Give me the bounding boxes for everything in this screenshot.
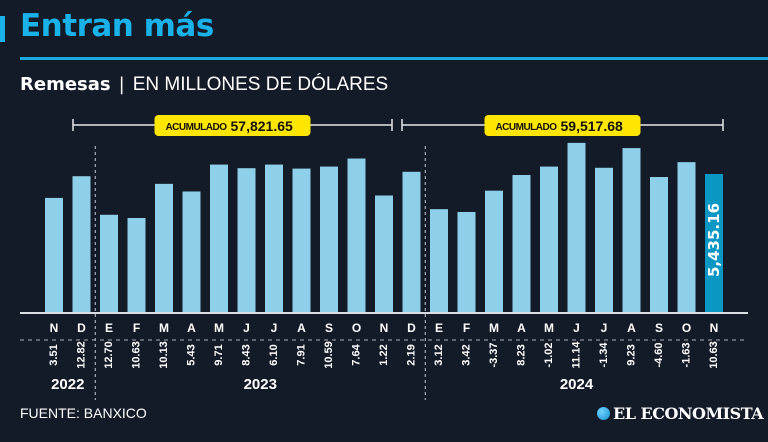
- growth-label: 3.12: [433, 344, 445, 365]
- month-tick-label: S: [655, 321, 663, 335]
- month-tick-label: D: [77, 321, 86, 335]
- month-tick-label: J: [601, 321, 608, 335]
- bar: [677, 162, 696, 312]
- bar: [237, 168, 256, 312]
- month-tick-label: F: [463, 321, 470, 335]
- bar: [100, 214, 118, 312]
- bar: [375, 195, 393, 312]
- growth-label: -3.37: [488, 342, 500, 367]
- month-tick-label: M: [544, 321, 554, 335]
- month-tick-label: M: [489, 321, 499, 335]
- month-tick-label: F: [133, 321, 140, 335]
- growth-label: 10.59: [323, 341, 335, 369]
- growth-label: 8.23: [516, 344, 528, 365]
- growth-label: -1.34: [598, 342, 610, 368]
- bar: [622, 148, 641, 312]
- bar: [127, 217, 146, 312]
- subtitle-bold: Remesas: [20, 74, 111, 95]
- month-tick-label: N: [710, 321, 719, 335]
- growth-label: 9.23: [626, 344, 638, 365]
- subtitle-unit: EN MILLONES DE DÓLARES: [132, 74, 389, 95]
- growth-label: -4.60: [653, 342, 665, 367]
- bar: [512, 175, 531, 312]
- logo-text: EL ECONOMISTA: [613, 404, 764, 423]
- bar: [705, 174, 723, 312]
- bar: [320, 166, 338, 312]
- month-tick-label: O: [682, 321, 691, 335]
- growth-label: 9.71: [213, 344, 225, 365]
- month-tick-label: J: [243, 321, 250, 335]
- month-tick-label: J: [271, 321, 278, 335]
- growth-label: 3.42: [461, 344, 473, 365]
- chart-title: Entran más: [20, 8, 214, 44]
- growth-label: -1.02: [543, 342, 555, 367]
- growth-label: 10.63: [708, 341, 720, 369]
- growth-label: 7.64: [351, 343, 363, 365]
- year-label: 2024: [560, 376, 594, 393]
- month-tick-label: S: [325, 321, 333, 335]
- brand-logo: EL ECONOMISTA: [597, 404, 764, 423]
- month-tick-label: N: [380, 321, 389, 335]
- growth-label: 2.19: [406, 344, 418, 365]
- month-tick-label: E: [435, 321, 443, 335]
- bar: [457, 211, 476, 312]
- subtitle-separator: |: [118, 74, 125, 95]
- year-label: 2022: [51, 376, 84, 393]
- title-accent-bar: [0, 16, 5, 42]
- month-tick-label: J: [573, 321, 580, 335]
- accumulated-label: ACUMULADO: [165, 122, 227, 133]
- source-note: FUENTE: BANXICO: [20, 405, 147, 421]
- accumulated-value: 57,821.65: [231, 118, 293, 134]
- growth-label: 8.43: [241, 344, 253, 365]
- month-tick-label: N: [50, 321, 59, 335]
- growth-label: 12.82: [76, 341, 88, 369]
- growth-label: 12.70: [103, 341, 115, 369]
- growth-label: 6.10: [268, 344, 280, 365]
- bar: [650, 177, 668, 312]
- title-divider: [20, 57, 768, 60]
- month-tick-label: E: [105, 321, 113, 335]
- bar: [265, 164, 283, 312]
- growth-label: 3.51: [48, 344, 60, 365]
- bar: [292, 168, 311, 312]
- bar: [347, 158, 366, 312]
- month-tick-label: A: [187, 321, 196, 335]
- bar: [485, 190, 503, 312]
- month-tick-label: A: [627, 321, 636, 335]
- month-tick-label: A: [297, 321, 306, 335]
- bar: [210, 164, 228, 312]
- chart-subtitle: Remesas | EN MILLONES DE DÓLARES: [20, 74, 388, 96]
- month-tick-label: M: [214, 321, 224, 335]
- highlight-value-label: 5,435.16: [705, 203, 723, 277]
- growth-label: 10.63: [131, 341, 143, 369]
- growth-label: -1.63: [681, 342, 693, 367]
- logo-globe-icon: [597, 407, 610, 420]
- bar: [72, 176, 91, 312]
- month-tick-label: O: [352, 321, 361, 335]
- year-label: 2023: [244, 376, 277, 393]
- growth-label: 11.14: [571, 341, 583, 369]
- bar: [595, 167, 613, 312]
- growth-label: 1.22: [378, 344, 390, 365]
- bar: [430, 209, 448, 312]
- bar: [402, 171, 421, 312]
- growth-label: 10.13: [158, 341, 170, 369]
- accumulated-badge: [484, 115, 641, 136]
- month-tick-label: M: [159, 321, 169, 335]
- accumulated-label: ACUMULADO: [495, 122, 557, 133]
- bar: [182, 191, 201, 312]
- bar: [540, 166, 558, 312]
- month-tick-label: A: [517, 321, 526, 335]
- bar: [567, 142, 586, 312]
- accumulated-badge: [154, 115, 311, 136]
- accumulated-value: 59,517.68: [561, 118, 623, 134]
- month-tick-label: D: [407, 321, 416, 335]
- bar: [45, 197, 63, 312]
- bar: [155, 183, 173, 312]
- growth-label: 5.43: [186, 344, 198, 365]
- growth-label: 7.91: [296, 344, 308, 365]
